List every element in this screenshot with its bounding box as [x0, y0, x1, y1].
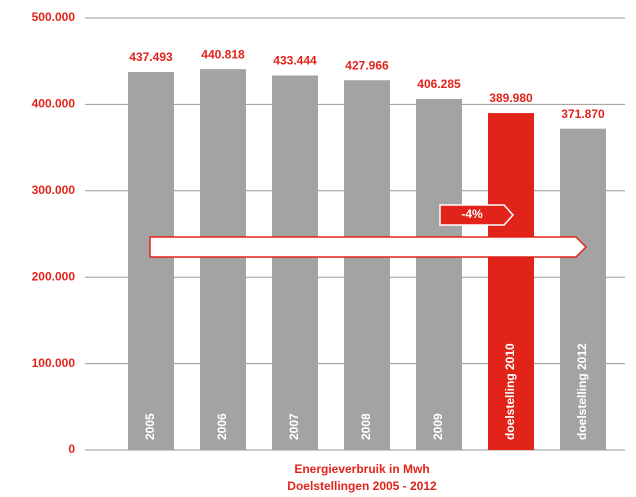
x-tick-label: 2009 — [431, 413, 445, 440]
y-tick-label: 0 — [68, 442, 75, 456]
arrow-shape: -15% — [439, 204, 515, 226]
arrow-4: -15% -4% — [439, 204, 515, 226]
value-label: 427.966 — [345, 58, 389, 72]
value-label: 371.870 — [561, 107, 605, 121]
x-tick-label: 2007 — [287, 413, 301, 440]
value-label: 433.444 — [273, 54, 317, 68]
annotation: -4% — [461, 207, 483, 221]
x-axis-title: Doelstellingen 2005 - 2012 — [287, 479, 437, 493]
value-label: 389.980 — [489, 91, 533, 105]
bar — [344, 80, 390, 451]
x-tick-label: doelstelling 2010 — [503, 343, 517, 440]
bar — [560, 128, 606, 450]
x-axis-title: Energieverbruik in Mwh — [294, 462, 429, 476]
x-tick-label: 2005 — [143, 413, 157, 440]
arrow-15 — [149, 236, 588, 258]
y-tick-label: 400.000 — [32, 97, 76, 111]
bar — [272, 75, 318, 450]
bar — [200, 69, 246, 451]
x-tick-label: 2006 — [215, 413, 229, 440]
y-tick-label: 500.000 — [32, 10, 76, 24]
y-tick-label: 300.000 — [32, 183, 76, 197]
value-label: 440.818 — [201, 47, 245, 61]
value-label: 437.493 — [129, 50, 173, 64]
bar — [416, 98, 462, 450]
bar — [488, 113, 534, 450]
y-tick-label: 100.000 — [32, 356, 76, 370]
y-tick-label: 200.000 — [32, 269, 76, 283]
arrow-shape — [149, 236, 588, 258]
value-label: 406.285 — [417, 77, 461, 91]
x-tick-label: 2008 — [359, 413, 373, 440]
x-tick-label: doelstelling 2012 — [575, 343, 589, 440]
bar — [128, 72, 174, 451]
